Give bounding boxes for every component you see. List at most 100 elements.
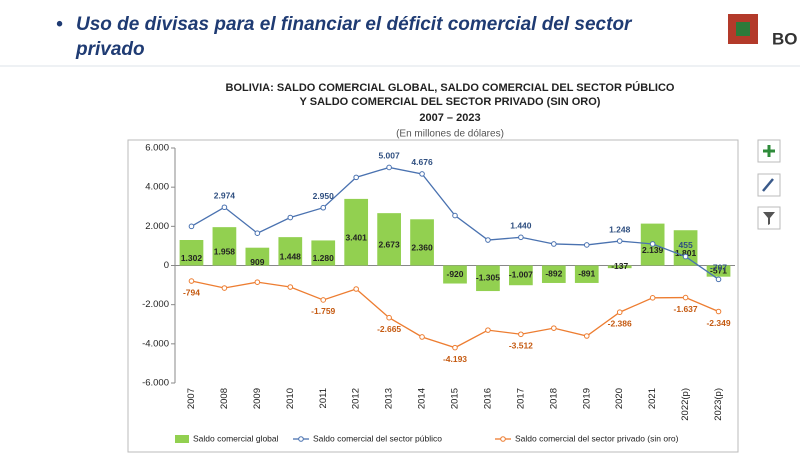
line-marker [419,334,425,340]
line-value-label: 5.007 [378,151,400,161]
line-marker [254,230,261,236]
slide-title: privado [75,39,145,60]
bar-value-label: -571 [710,265,727,275]
line-marker [518,234,524,241]
x-tick-label: 2011 [318,388,329,408]
bar [541,265,566,283]
bar-value-label: -1.007 [509,270,533,280]
logo-text: BO [772,29,798,48]
bar [509,265,533,286]
bar [574,265,599,283]
bar-value-label: 1.801 [675,248,697,258]
x-tick-label: 2015 [450,388,461,409]
chart-subtitle: (En millones de dólares) [396,129,504,140]
logo-icon [736,22,750,36]
line-marker [287,214,294,221]
bar [443,265,467,284]
legend-label: Saldo comercial del sector privado (sin … [515,433,679,443]
x-tick-label: 2009 [252,388,263,409]
line-marker [452,344,458,351]
line-marker [682,253,689,260]
x-tick-label: 2016 [482,388,493,409]
bar [245,247,270,266]
line-marker [715,308,722,315]
y-tick-label: -6.000 [142,378,169,389]
line-marker [583,333,590,339]
line-marker [551,241,557,247]
bar-value-label: 1.280 [313,253,335,263]
bar [673,230,698,266]
bar-value-label: -920 [446,269,463,279]
chart-title: Y SALDO COMERCIAL DEL SECTOR PRIVADO (SI… [300,96,601,108]
line-marker [386,164,392,171]
x-tick-label: 2007 [186,388,197,409]
chart-title: BOLIVIA: SALDO COMERCIAL GLOBAL, SALDO C… [226,81,675,94]
x-tick-label: 2013 [384,388,395,409]
bar-value-label: 2.360 [411,243,433,253]
bar-value-label: 909 [250,257,264,267]
y-tick-label: -2.000 [142,299,169,310]
bar-value-label: 2.673 [378,240,400,250]
chart-frame [127,139,739,453]
line-marker [715,276,722,283]
x-tick-label: 2008 [219,388,230,409]
bar [410,219,434,266]
bar [476,265,500,292]
line-marker [254,279,261,285]
slide-title: Uso de divisas para el financiar el défi… [76,14,633,35]
line-marker [616,309,623,316]
x-tick-label: 2018 [548,388,559,409]
filter-icon [763,212,775,225]
line-marker [616,238,623,244]
line-marker [221,285,228,291]
bar [311,240,336,266]
line-value-label: 4.676 [411,157,433,167]
legend-swatch [175,435,189,443]
bar-value-label: 1.302 [181,253,203,263]
bar [607,265,632,269]
line-value-label: 2.974 [214,191,236,201]
line-marker [649,295,656,301]
line-value-label: 455 [678,240,692,250]
line-marker [649,241,656,247]
y-tick-label: 0 [164,260,169,271]
x-tick-label: 2023(p) [713,388,724,421]
line-marker [452,212,458,219]
line-value-label: -1.637 [674,304,698,314]
line-value-label: -1.759 [311,306,335,316]
chart-title: 2007 – 2023 [419,112,480,124]
x-tick-label: 2020 [614,388,625,409]
x-tick-label: 2019 [581,388,592,409]
y-tick-label: 6.000 [145,143,169,154]
line-marker [287,284,294,290]
line-marker [419,171,425,177]
bar [377,213,401,266]
line-value-label: -2.665 [377,324,401,334]
chart-tools[interactable] [757,139,781,230]
x-tick-label: 2017 [515,388,526,409]
line-marker [188,278,195,284]
line-value-label: 1.248 [609,224,631,234]
line-value-label: -794 [183,287,200,297]
bar-value-label: 3.401 [346,232,368,242]
line-value-label: -4.193 [443,354,467,364]
line-marker [386,314,392,321]
bar [278,237,303,266]
line-value-label: -2.386 [608,318,632,328]
bar [706,265,731,277]
line-marker [188,223,195,230]
x-tick-label: 2022(p) [680,388,691,421]
line-marker [485,327,491,333]
bar-value-label: -891 [578,268,595,278]
line-marker [320,297,327,303]
y-tick-label: 4.000 [145,182,169,193]
x-tick-label: 2021 [647,388,658,409]
line-marker [353,174,359,181]
y-tick-label: -4.000 [142,338,169,349]
line-marker [583,242,590,248]
bar [344,198,369,266]
line-marker [518,331,524,338]
bar-value-label: 1.958 [214,247,236,257]
